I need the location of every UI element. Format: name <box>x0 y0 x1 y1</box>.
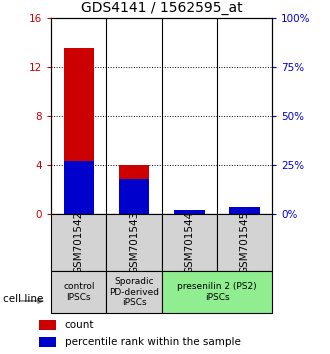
Bar <box>162 271 272 313</box>
Text: GSM701544: GSM701544 <box>184 211 194 274</box>
Bar <box>119 165 149 214</box>
Bar <box>39 320 56 330</box>
Bar <box>174 213 205 214</box>
Text: GSM701543: GSM701543 <box>129 211 139 274</box>
Text: control
IPSCs: control IPSCs <box>63 282 94 302</box>
Title: GDS4141 / 1562595_at: GDS4141 / 1562595_at <box>81 1 243 15</box>
Bar <box>119 179 149 214</box>
Bar <box>217 214 272 271</box>
Bar <box>51 271 106 313</box>
Bar <box>162 214 217 271</box>
Bar <box>229 207 260 214</box>
Bar <box>64 48 94 214</box>
Text: percentile rank within the sample: percentile rank within the sample <box>65 337 241 347</box>
Bar <box>51 214 106 271</box>
Bar <box>64 161 94 214</box>
Bar <box>106 214 162 271</box>
Text: cell line: cell line <box>3 294 44 304</box>
Text: Sporadic
PD-derived
iPSCs: Sporadic PD-derived iPSCs <box>109 277 159 307</box>
Bar <box>229 210 260 214</box>
Text: count: count <box>65 320 94 330</box>
Text: GSM701545: GSM701545 <box>240 211 249 274</box>
Text: GSM701542: GSM701542 <box>74 211 84 274</box>
Bar <box>39 337 56 347</box>
Bar <box>174 210 205 214</box>
Text: presenilin 2 (PS2)
iPSCs: presenilin 2 (PS2) iPSCs <box>177 282 257 302</box>
Bar <box>106 271 162 313</box>
